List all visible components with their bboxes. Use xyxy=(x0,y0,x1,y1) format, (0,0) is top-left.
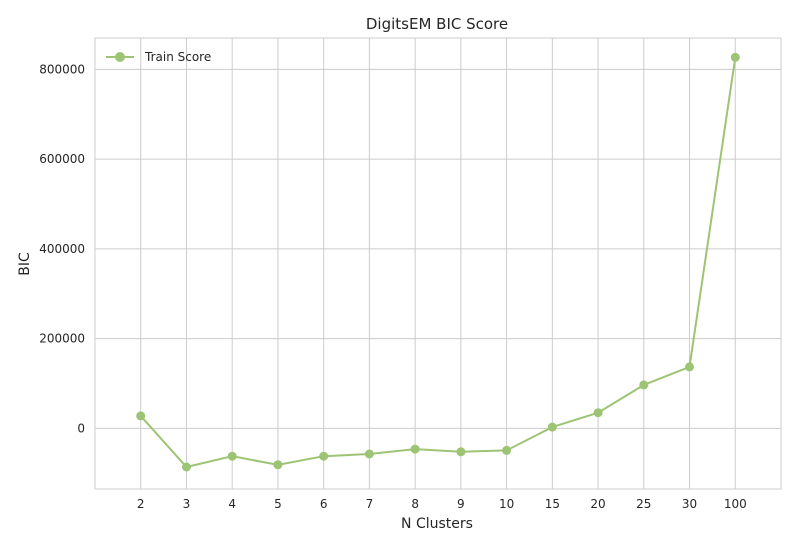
y-tick-labels: 0 200000 400000 600000 800000 xyxy=(39,62,85,435)
data-point xyxy=(136,411,146,421)
data-point xyxy=(593,408,603,418)
x-tick-label: 15 xyxy=(545,497,560,511)
y-tick-label: 400000 xyxy=(39,242,85,256)
data-point xyxy=(730,52,740,62)
x-tick-label: 3 xyxy=(183,497,191,511)
x-tick-labels: 2 3 4 5 6 7 8 9 10 15 20 25 30 100 xyxy=(137,497,747,511)
x-tick-label: 6 xyxy=(320,497,328,511)
x-tick-label: 7 xyxy=(366,497,374,511)
grid xyxy=(95,38,781,489)
legend-label-train-score: Train Score xyxy=(144,50,211,64)
chart-title: DigitsEM BIC Score xyxy=(366,15,508,33)
x-axis-label: N Clusters xyxy=(401,516,473,532)
data-point xyxy=(639,380,649,390)
series-layer xyxy=(136,52,740,472)
x-tick-label: 9 xyxy=(457,497,465,511)
x-tick-label: 5 xyxy=(274,497,282,511)
x-tick-label: 10 xyxy=(499,497,514,511)
data-point xyxy=(685,362,694,372)
x-tick-label: 2 xyxy=(137,497,145,511)
plot-frame xyxy=(94,37,782,490)
data-point xyxy=(273,460,283,470)
x-tick-label: 25 xyxy=(636,497,651,511)
series-line-train-score xyxy=(139,57,737,469)
x-tick-label: 4 xyxy=(228,497,236,511)
data-point xyxy=(319,451,329,461)
x-tick-label: 100 xyxy=(724,497,747,511)
y-axis-label: BIC xyxy=(17,252,33,276)
data-point xyxy=(456,447,466,457)
y-tick-label: 0 xyxy=(77,421,85,435)
x-tick-label: 20 xyxy=(590,497,605,511)
x-tick-label: 30 xyxy=(682,497,697,511)
data-point xyxy=(410,444,420,454)
data-point xyxy=(182,462,191,472)
data-point xyxy=(502,445,512,455)
y-tick-label: 200000 xyxy=(39,332,85,346)
x-tick-label: 8 xyxy=(411,497,419,511)
y-tick-label: 600000 xyxy=(39,152,85,166)
data-point xyxy=(364,449,374,459)
legend: Train Score xyxy=(106,50,211,64)
y-tick-label: 800000 xyxy=(39,62,85,76)
data-point xyxy=(227,451,237,461)
legend-dot-marker xyxy=(115,52,125,62)
data-point xyxy=(547,422,557,432)
